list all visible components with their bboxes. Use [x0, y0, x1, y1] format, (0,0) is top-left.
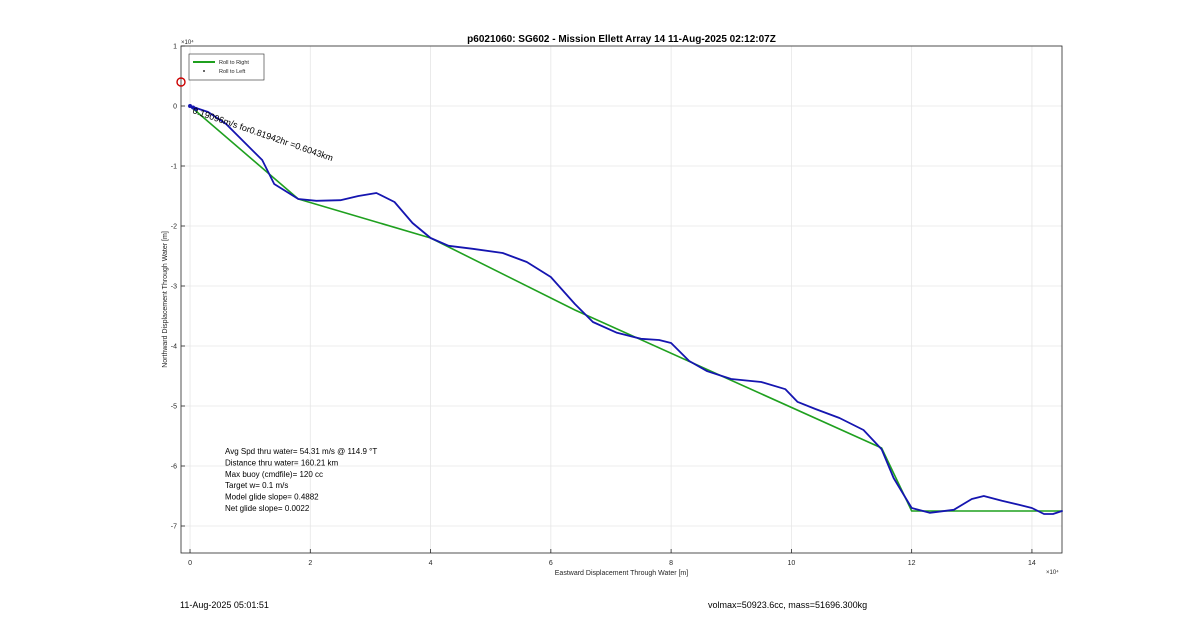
x-tick-label: 4: [429, 560, 433, 567]
legend-swatch-dot: [203, 70, 205, 72]
x-tick-label: 10: [787, 560, 795, 567]
annotation-line: Net glide slope= 0.0022: [225, 504, 310, 513]
x-tick-label: 6: [549, 560, 553, 567]
x-tick-label: 14: [1028, 560, 1036, 567]
annotation-line: Model glide slope= 0.4882: [225, 493, 319, 502]
x-tick-label: 8: [669, 560, 673, 567]
x-tick-label: 0: [188, 560, 192, 567]
legend-label: Roll to Left: [219, 69, 246, 75]
start-marker-circle: [176, 77, 186, 87]
series-track-line: [189, 105, 1063, 515]
y-tick-label: -6: [171, 464, 177, 471]
start-point: [191, 105, 196, 110]
y-tick-label: -7: [171, 524, 177, 531]
chart-title: p6021060: SG602 - Mission Ellett Array 1…: [467, 34, 776, 45]
y-tick-label: 0: [173, 104, 177, 111]
y-tick-label: -5: [171, 404, 177, 411]
y-tick-label: -1: [171, 164, 177, 171]
annotation-line: Avg Spd thru water= 54.31 m/s @ 114.9 °T: [225, 447, 377, 456]
x-axis-label: Eastward Displacement Through Water [m]: [555, 570, 688, 577]
grid: [181, 45, 1062, 553]
start-point: [194, 107, 199, 111]
start-point: [188, 104, 193, 108]
annotations: Avg Spd thru water= 54.31 m/s @ 114.9 °T…: [225, 447, 377, 513]
annotation-line: Distance thru water= 160.21 km: [225, 458, 339, 467]
x-tick-label: 2: [308, 560, 312, 567]
y-exponent-label: ×10⁴: [181, 39, 194, 46]
y-tick-label: -2: [171, 224, 177, 231]
series-group: [189, 105, 1063, 515]
x-exponent-label: ×10⁴: [1046, 569, 1059, 576]
legend-box: [188, 53, 265, 81]
legend-label: Roll to Right: [219, 60, 249, 66]
footer-volmax: volmax=50923.6cc, mass=51696.300kg: [708, 600, 868, 610]
footer-timestamp: 11-Aug-2025 05:01:51: [180, 600, 269, 610]
y-tick-label: -3: [171, 284, 177, 291]
axes-box: [180, 45, 1063, 554]
legend: Roll to Right Roll to Left: [188, 53, 265, 81]
annotation-line: Target w= 0.1 m/s: [225, 481, 288, 490]
annotation-line: Max buoy (cmdfile)= 120 cc: [225, 470, 323, 479]
marks-group: [176, 77, 199, 111]
track-label: 0.19096m/s for0.81942hr =0.6043km: [191, 105, 334, 163]
x-tick-label: 12: [908, 560, 916, 567]
y-tick-label: 1: [173, 44, 177, 51]
y-axis-label: Northward Displacement Through Water [m]: [162, 231, 169, 368]
y-tick-label: -4: [171, 344, 177, 351]
